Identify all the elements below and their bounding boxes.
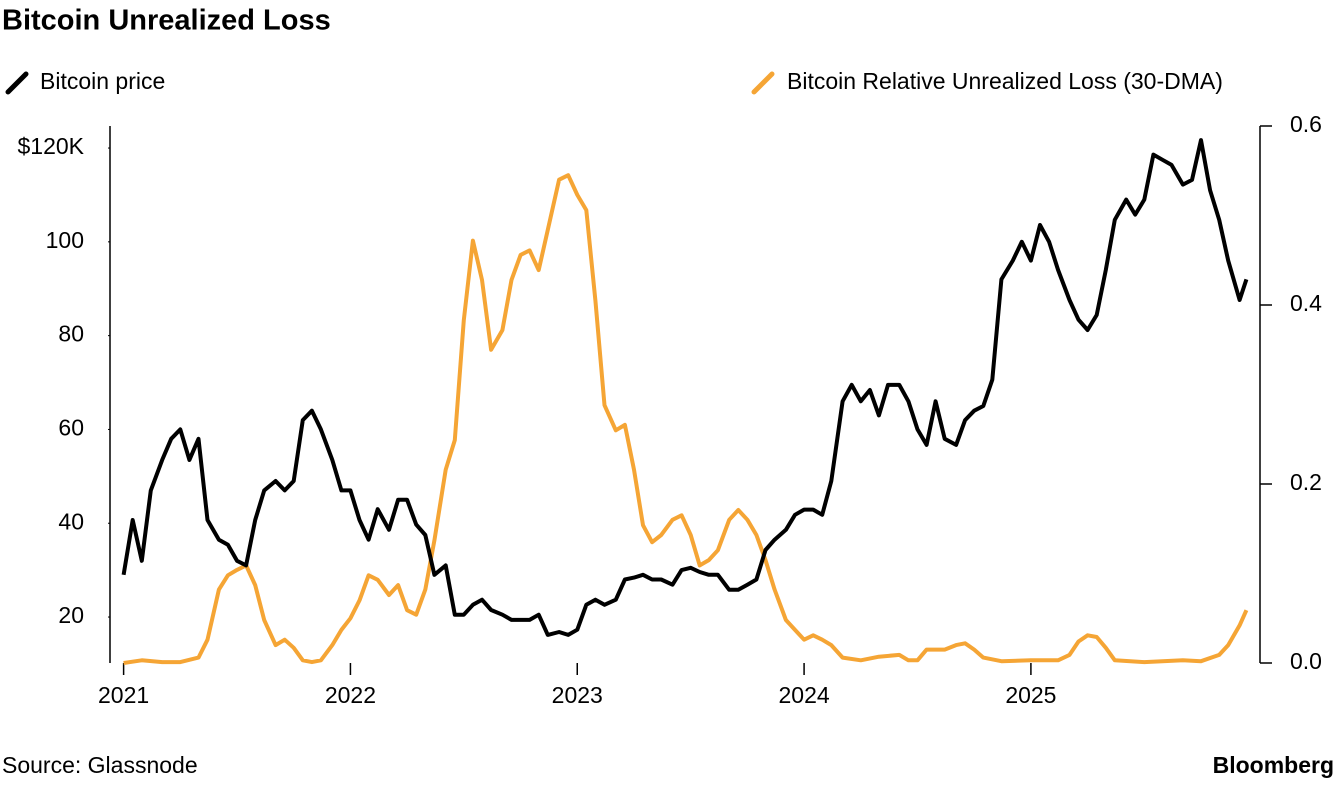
series-line bbox=[123, 173, 1249, 665]
y2-tick-label: 0.2 bbox=[1290, 469, 1322, 495]
y2-tick-label: 0.4 bbox=[1290, 290, 1322, 316]
legend-swatch bbox=[5, 71, 29, 95]
x-tick-label: 2024 bbox=[778, 682, 829, 708]
y2-tick-label: 0.0 bbox=[1290, 648, 1322, 674]
y-tick-label: 40 bbox=[58, 508, 84, 534]
y2-tick-label: 0.6 bbox=[1290, 111, 1322, 137]
legend-label: Bitcoin Relative Unrealized Loss (30-DMA… bbox=[787, 68, 1223, 94]
source: Source: Glassnode bbox=[2, 752, 198, 778]
series-line bbox=[121, 138, 1249, 637]
x-tick-label: 2023 bbox=[552, 682, 603, 708]
y-tick-label: $120K bbox=[17, 133, 84, 159]
brand: Bloomberg bbox=[1213, 752, 1334, 778]
y-tick-label: 20 bbox=[58, 602, 84, 628]
x-tick-label: 2025 bbox=[1005, 682, 1056, 708]
x-tick-label: 2021 bbox=[98, 682, 149, 708]
y-tick-label: 60 bbox=[58, 415, 84, 441]
x-tick-label: 2022 bbox=[325, 682, 376, 708]
legend-label: Bitcoin price bbox=[40, 68, 165, 94]
y-tick-label: 80 bbox=[58, 321, 84, 347]
legend-swatch bbox=[751, 71, 775, 95]
chart-title: Bitcoin Unrealized Loss bbox=[2, 5, 331, 37]
y-tick-label: 100 bbox=[46, 227, 84, 253]
